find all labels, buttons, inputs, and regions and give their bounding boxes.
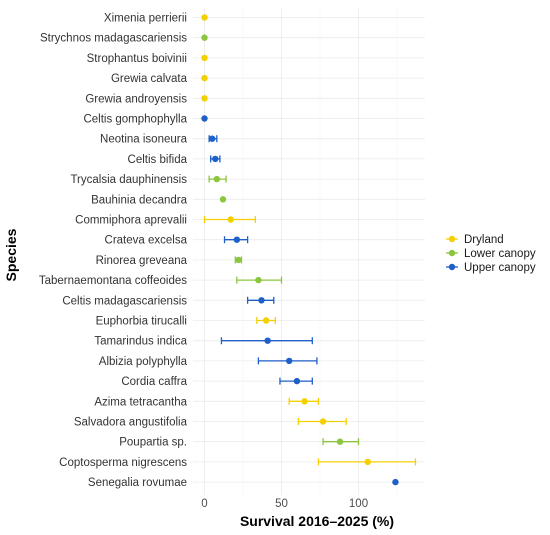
species-label: Grewia androyensis bbox=[85, 93, 187, 105]
data-point bbox=[201, 115, 208, 122]
point-range-euphorbia-tirucalli bbox=[256, 317, 276, 324]
species-label: Trycalsia dauphinensis bbox=[70, 174, 187, 186]
point-range-grewia-androyensis bbox=[201, 95, 208, 102]
point-range-tamarindus-indica bbox=[220, 337, 313, 345]
point-range-strychnos-madagascariensis bbox=[201, 34, 208, 41]
legend-item-lower-canopy: Lower canopy bbox=[446, 248, 536, 260]
data-point bbox=[262, 317, 270, 324]
data-point bbox=[201, 95, 208, 102]
species-label: Azima tetracantha bbox=[94, 396, 187, 408]
data-point bbox=[201, 34, 208, 41]
data-marks bbox=[201, 14, 417, 486]
point-range-cordia-caffra bbox=[279, 377, 313, 385]
data-point bbox=[219, 196, 227, 203]
legend-key-dot bbox=[448, 263, 456, 271]
data-point bbox=[201, 54, 208, 62]
species-label: Crateva excelsa bbox=[105, 235, 188, 247]
species-label: Senegalia rovumae bbox=[88, 477, 187, 489]
species-label: Coptosperma nigrescens bbox=[59, 457, 187, 469]
species-label: Albizia polyphylla bbox=[99, 356, 188, 368]
data-point bbox=[258, 297, 265, 304]
species-label: Tamarindus indica bbox=[94, 336, 187, 348]
point-range-strophantus-boivinii bbox=[201, 54, 208, 62]
point-range-ximenia-perrierii bbox=[201, 14, 208, 21]
species-label: Celtis madagascariensis bbox=[62, 295, 187, 307]
data-point bbox=[319, 418, 327, 425]
legend-item-dryland: Dryland bbox=[446, 234, 504, 246]
data-point bbox=[255, 276, 262, 284]
data-point bbox=[392, 478, 399, 486]
point-range-albizia-polyphylla bbox=[257, 357, 318, 365]
legend-key-dot bbox=[448, 249, 456, 257]
x-tick-label: 0 bbox=[201, 498, 207, 510]
data-point bbox=[336, 438, 344, 445]
data-point bbox=[201, 14, 208, 21]
data-point bbox=[301, 398, 308, 405]
point-range-rinorea-greveana bbox=[234, 256, 243, 264]
species-label: Salvadora angustifolia bbox=[74, 417, 188, 429]
legend: Dryland Lower canopy Upper canopy bbox=[446, 234, 536, 274]
species-label: Strophantus boivinii bbox=[87, 53, 187, 65]
species-label: Celtis gomphophylla bbox=[83, 114, 187, 126]
species-label: Tabernaemontana coffeoides bbox=[39, 275, 187, 287]
point-range-senegalia-rovumae bbox=[392, 478, 399, 486]
legend-label: Dryland bbox=[464, 234, 504, 246]
legend-key-dot bbox=[448, 235, 456, 243]
data-point bbox=[286, 357, 293, 365]
legend-item-upper-canopy: Upper canopy bbox=[446, 262, 536, 274]
legend-label: Lower canopy bbox=[464, 248, 536, 260]
point-range-grewia-calvata bbox=[201, 74, 208, 82]
species-label: Euphorbia tirucalli bbox=[96, 316, 187, 328]
legend-label: Upper canopy bbox=[464, 262, 536, 274]
data-point bbox=[227, 216, 234, 223]
species-label: Bauhinia decandra bbox=[91, 194, 188, 206]
species-label: Poupartia sp. bbox=[119, 437, 187, 449]
point-range-tabernaemontana-coffeoides bbox=[236, 276, 283, 284]
point-range-crateva-excelsa bbox=[223, 236, 249, 244]
species-label: Neotina isoneura bbox=[100, 134, 188, 146]
point-range-celtis-bifida bbox=[210, 155, 221, 163]
data-point bbox=[235, 256, 242, 264]
x-tick-label: 100 bbox=[349, 498, 368, 510]
point-range-commiphora-aprevalii bbox=[203, 216, 256, 223]
x-tick-label: 50 bbox=[275, 498, 288, 510]
point-range-salvadora-angustifolia bbox=[297, 418, 347, 425]
species-label: Ximenia perrierii bbox=[104, 13, 187, 25]
data-point bbox=[293, 377, 301, 385]
species-label: Strychnos madagascariensis bbox=[40, 33, 187, 45]
point-range-azima-tetracantha bbox=[288, 397, 320, 405]
data-point bbox=[201, 74, 208, 82]
data-point bbox=[233, 236, 241, 243]
grid bbox=[193, 8, 425, 495]
point-range-trycalsia-dauphinensis bbox=[208, 175, 227, 183]
species-label: Celtis bifida bbox=[128, 154, 188, 166]
point-range-poupartia-sp- bbox=[322, 438, 360, 446]
data-point bbox=[213, 175, 221, 183]
species-labels: Ximenia perrierii Strychnos madagascarien… bbox=[39, 13, 188, 490]
species-label: Commiphora aprevalii bbox=[75, 215, 187, 227]
x-tick-labels: 0 50 100 bbox=[201, 498, 368, 510]
data-point bbox=[212, 155, 219, 163]
data-point bbox=[209, 135, 216, 142]
x-axis-title: Survival 2016–2025 (%) bbox=[240, 513, 394, 529]
data-point bbox=[264, 337, 271, 344]
y-axis-title: Species bbox=[3, 228, 19, 281]
species-label: Rinorea greveana bbox=[96, 255, 188, 267]
point-range-coptosperma-nigrescens bbox=[317, 458, 417, 466]
species-label: Grewia calvata bbox=[111, 73, 188, 85]
point-range-celtis-madagascariensis bbox=[246, 296, 275, 304]
species-label: Cordia caffra bbox=[121, 376, 187, 388]
point-range-neotina-isoneura bbox=[208, 135, 218, 143]
point-range-celtis-gomphophylla bbox=[201, 115, 208, 122]
point-range-bauhinia-decandra bbox=[219, 196, 227, 203]
data-point bbox=[364, 458, 371, 466]
